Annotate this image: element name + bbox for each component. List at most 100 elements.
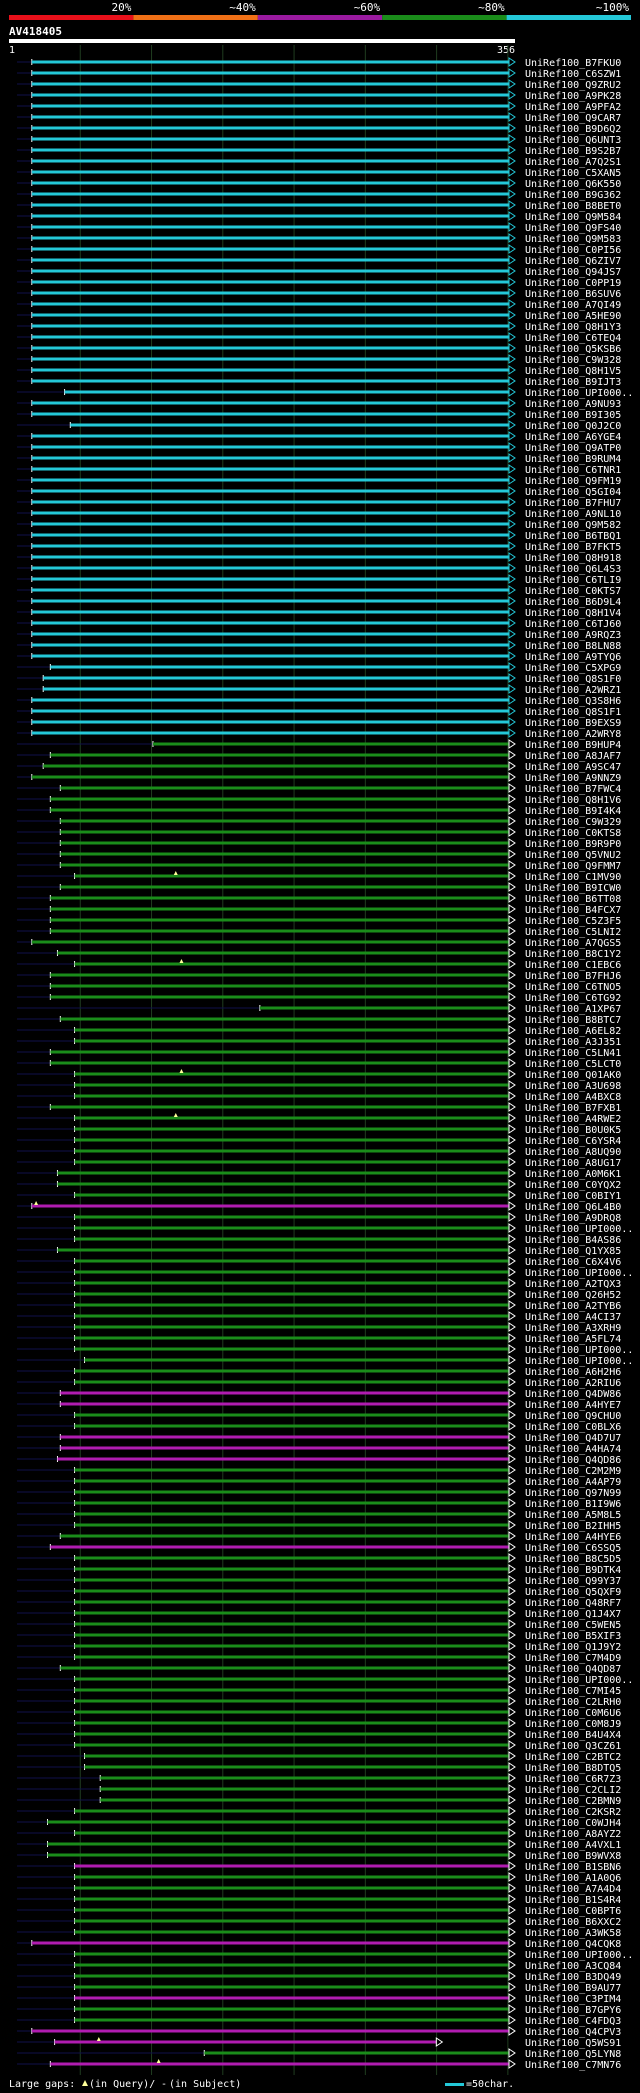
hit-label[interactable]: UniRef100_Q6L4S3 xyxy=(525,564,621,575)
hit-label[interactable]: UniRef100_A6YGE4 xyxy=(525,432,621,443)
hit-bar[interactable] xyxy=(50,797,510,801)
hit-label[interactable]: UniRef100_C6R7Z3 xyxy=(525,1774,621,1785)
hit-bar[interactable] xyxy=(60,1435,509,1439)
hit-bar[interactable] xyxy=(74,2018,510,2022)
hit-row[interactable]: UniRef100_A6YGE4 xyxy=(17,431,621,443)
hit-bar[interactable] xyxy=(74,1259,510,1263)
hit-row[interactable]: UniRef100_B9AU77 xyxy=(17,1982,621,1994)
hit-label[interactable]: UniRef100_B9R9P0 xyxy=(525,839,621,850)
hit-row[interactable]: UniRef100_B9EXS9 xyxy=(17,717,621,729)
hit-bar[interactable] xyxy=(74,1831,510,1835)
hit-bar[interactable] xyxy=(74,1523,510,1527)
hit-row[interactable]: UniRef100_Q4QD87 xyxy=(17,1663,621,1675)
hit-bar[interactable] xyxy=(100,1798,509,1802)
hit-row[interactable]: UniRef100_B4FCX7 xyxy=(17,904,621,916)
hit-bar[interactable] xyxy=(31,302,509,306)
hit-row[interactable]: UniRef100_B8BTC7 xyxy=(17,1014,621,1026)
hit-bar[interactable] xyxy=(47,1853,510,1857)
hit-label[interactable]: UniRef100_Q6ZIV7 xyxy=(525,256,621,267)
hit-label[interactable]: UniRef100_A4AP79 xyxy=(525,1477,621,1488)
hit-bar[interactable] xyxy=(43,676,510,680)
hit-row[interactable]: UniRef100_B8LN88 xyxy=(17,640,621,652)
hit-bar[interactable] xyxy=(74,1215,510,1219)
hit-label[interactable]: UniRef100_A7Q2S1 xyxy=(525,157,621,168)
hit-bar[interactable] xyxy=(74,1809,510,1813)
hit-label[interactable]: UniRef100_B1I9W6 xyxy=(525,1499,621,1510)
hit-label[interactable]: UniRef100_C9W329 xyxy=(525,817,621,828)
hit-bar[interactable] xyxy=(74,1699,510,1703)
hit-bar[interactable] xyxy=(31,71,509,75)
hit-row[interactable]: UniRef100_C6TEQ4 xyxy=(17,332,621,344)
hit-bar[interactable] xyxy=(74,1864,510,1868)
hit-row[interactable]: UniRef100_A4HYE7 xyxy=(17,1399,621,1411)
hit-row[interactable]: UniRef100_Q9CAR7 xyxy=(17,112,621,124)
hit-bar[interactable] xyxy=(60,863,509,867)
hit-label[interactable]: UniRef100_Q01AK0 xyxy=(525,1070,621,1081)
hit-bar[interactable] xyxy=(74,1369,510,1373)
hit-row[interactable]: UniRef100_Q26H52 xyxy=(17,1289,621,1301)
hit-bar[interactable] xyxy=(60,841,509,845)
hit-label[interactable]: UniRef100_C2LRH0 xyxy=(525,1697,621,1708)
hit-label[interactable]: UniRef100_Q9FMM7 xyxy=(525,861,621,872)
hit-label[interactable]: UniRef100_C0M6U6 xyxy=(525,1708,621,1719)
hit-bar[interactable] xyxy=(74,1622,510,1626)
hit-label[interactable]: UniRef100_C6TJ60 xyxy=(525,619,621,630)
hit-bar[interactable] xyxy=(74,1116,510,1120)
hit-bar[interactable] xyxy=(74,1974,510,1978)
hit-row[interactable]: UniRef100_Q4CQK8 xyxy=(17,1938,621,1950)
hit-label[interactable]: UniRef100_Q9ZRU2 xyxy=(525,80,621,91)
hit-bar[interactable] xyxy=(50,808,510,812)
hit-row[interactable]: UniRef100_B9IJT3 xyxy=(17,376,621,388)
hit-label[interactable]: UniRef100_A3U698 xyxy=(525,1081,621,1092)
hit-bar[interactable] xyxy=(74,1347,510,1351)
hit-bar[interactable] xyxy=(31,225,509,229)
hit-label[interactable]: UniRef100_C2BMN9 xyxy=(525,1796,621,1807)
hit-row[interactable]: UniRef100_A4AP79 xyxy=(17,1476,621,1488)
hit-row[interactable]: UniRef100_A4VXL1 xyxy=(17,1839,621,1851)
hit-label[interactable]: UniRef100_UPI000.. xyxy=(525,1345,633,1356)
hit-bar[interactable] xyxy=(50,995,510,999)
hit-bar[interactable] xyxy=(31,291,509,295)
hit-row[interactable]: UniRef100_B9RUM4 xyxy=(17,453,621,465)
hit-bar[interactable] xyxy=(74,1424,510,1428)
hit-row[interactable]: UniRef100_C2KSR2 xyxy=(17,1806,621,1818)
hit-label[interactable]: UniRef100_B9G362 xyxy=(525,190,621,201)
hit-label[interactable]: UniRef100_Q5WS91 xyxy=(525,2038,621,2049)
hit-row[interactable]: UniRef100_UPI000.. xyxy=(17,1949,633,1961)
hit-label[interactable]: UniRef100_Q4D7U7 xyxy=(525,1433,621,1444)
hit-bar[interactable] xyxy=(74,1743,510,1747)
hit-row[interactable]: UniRef100_C0KTS7 xyxy=(17,585,621,597)
hit-bar[interactable] xyxy=(31,544,509,548)
hit-row[interactable]: UniRef100_Q1J4X7 xyxy=(17,1608,621,1620)
hit-bar[interactable] xyxy=(43,687,510,691)
hit-row[interactable]: UniRef100_A9TYQ6 xyxy=(17,651,621,663)
hit-row[interactable]: UniRef100_C6TNO5 xyxy=(17,981,621,993)
hit-row[interactable]: UniRef100_Q6ZIV7 xyxy=(17,255,621,267)
hit-bar[interactable] xyxy=(47,1842,510,1846)
hit-label[interactable]: UniRef100_Q0J2C0 xyxy=(525,421,621,432)
hit-bar[interactable] xyxy=(74,1028,510,1032)
hit-bar[interactable] xyxy=(31,236,509,240)
hit-bar[interactable] xyxy=(31,456,509,460)
hit-label[interactable]: UniRef100_C0KTS7 xyxy=(525,586,621,597)
hit-row[interactable]: UniRef100_Q5GI04 xyxy=(17,486,621,498)
hit-bar[interactable] xyxy=(74,1292,510,1296)
hit-label[interactable]: UniRef100_Q3CZ61 xyxy=(525,1741,621,1752)
hit-row[interactable]: UniRef100_C0KTS8 xyxy=(17,827,621,839)
hit-label[interactable]: UniRef100_B6TT08 xyxy=(525,894,621,905)
hit-label[interactable]: UniRef100_A9TYQ6 xyxy=(525,652,621,663)
hit-label[interactable]: UniRef100_A6EL82 xyxy=(525,1026,621,1037)
hit-label[interactable]: UniRef100_Q9ATP0 xyxy=(525,443,621,454)
hit-bar[interactable] xyxy=(74,1677,510,1681)
hit-bar[interactable] xyxy=(31,93,509,97)
hit-bar[interactable] xyxy=(31,654,509,658)
hit-bar[interactable] xyxy=(74,1963,510,1967)
hit-label[interactable]: UniRef100_A9PFA2 xyxy=(525,102,621,113)
hit-row[interactable]: UniRef100_A2WRZ1 xyxy=(17,684,621,696)
hit-row[interactable]: UniRef100_A1A0Q6 xyxy=(17,1872,621,1884)
hit-label[interactable]: UniRef100_UPI000.. xyxy=(525,1950,633,1961)
hit-label[interactable]: UniRef100_Q9M583 xyxy=(525,234,621,245)
hit-label[interactable]: UniRef100_B9AU77 xyxy=(525,1983,621,1994)
hit-label[interactable]: UniRef100_C5WEN5 xyxy=(525,1620,621,1631)
hit-label[interactable]: UniRef100_C6X4V6 xyxy=(525,1257,621,1268)
